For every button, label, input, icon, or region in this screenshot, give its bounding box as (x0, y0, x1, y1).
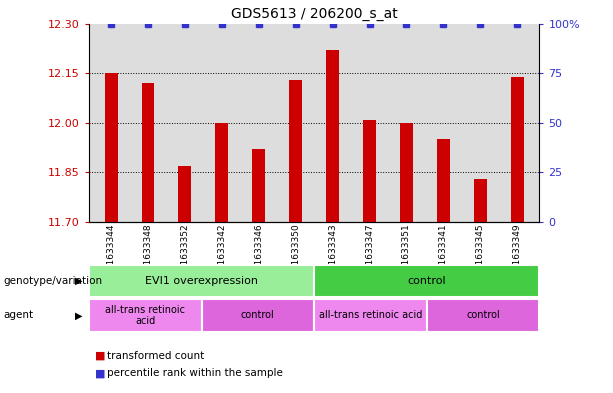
Text: EVI1 overexpression: EVI1 overexpression (145, 276, 258, 286)
Text: ▶: ▶ (75, 310, 82, 320)
Title: GDS5613 / 206200_s_at: GDS5613 / 206200_s_at (230, 7, 398, 21)
Text: control: control (466, 310, 500, 320)
Text: ■: ■ (95, 368, 105, 378)
Text: all-trans retinoic
acid: all-trans retinoic acid (105, 305, 185, 326)
Bar (215, 123, 228, 222)
Bar (142, 83, 154, 222)
Bar (363, 119, 376, 222)
Text: genotype/variation: genotype/variation (3, 276, 102, 286)
Bar (437, 140, 450, 222)
Text: all-trans retinoic acid: all-trans retinoic acid (319, 310, 422, 320)
Text: ▶: ▶ (75, 276, 82, 286)
Text: agent: agent (3, 310, 33, 320)
Bar (511, 77, 524, 222)
Bar (105, 73, 118, 222)
Bar (253, 149, 265, 222)
Bar (326, 50, 339, 222)
Text: control: control (408, 276, 446, 286)
Text: ■: ■ (95, 351, 105, 361)
Bar (178, 166, 191, 222)
Bar (289, 80, 302, 222)
Bar (474, 179, 487, 222)
Text: control: control (241, 310, 275, 320)
Text: percentile rank within the sample: percentile rank within the sample (107, 368, 283, 378)
Text: transformed count: transformed count (107, 351, 205, 361)
Bar (400, 123, 413, 222)
